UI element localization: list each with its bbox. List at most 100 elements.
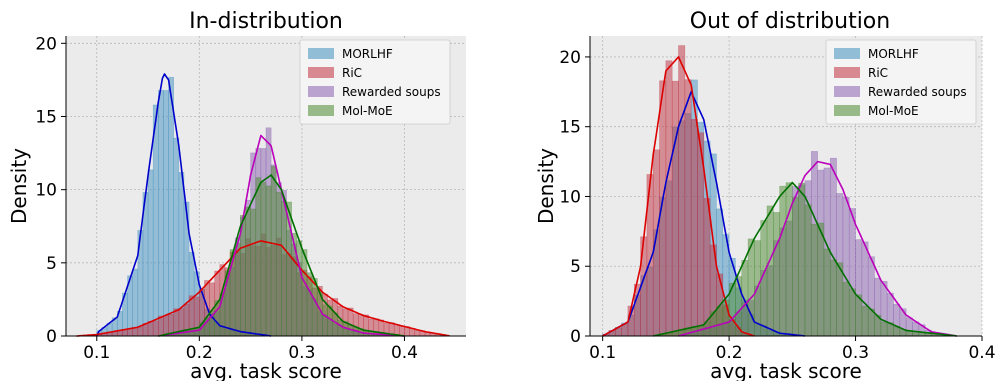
panel-1: 0.1 0.2 0.3 0.4 0 5 10 15 20 In-distribution avg. … [7,9,466,381]
histogram-bar [260,181,267,337]
histogram-bar [409,328,416,337]
histogram-bar [163,314,169,337]
chart-title: In-distribution [189,9,343,34]
histogram-bar [147,321,154,337]
x-axis-label: avg. task score [710,359,862,381]
histogram-bar [193,327,200,337]
histogram-bar [842,281,850,337]
histogram-bar [880,321,888,337]
histogram-bar [291,232,298,337]
legend-swatch [834,48,860,59]
histogram-bar [147,169,154,337]
legend-label: Mol-MoE [868,104,919,118]
legend-swatch [308,67,334,78]
legend-label: MORLHF [342,47,393,61]
histogram-bar [152,104,159,337]
histogram-bar [168,76,174,337]
histogram-bar [684,79,692,337]
panel-2: 0.1 0.2 0.3 0.4 0 5 10 15 20 Out of distribution a… [534,9,996,381]
x-tick-label: 0.2 [716,343,743,363]
chart-title: Out of distribution [690,9,890,34]
histogram-bar [766,205,774,337]
series-bars-ric [602,45,755,337]
y-axis-label: Density [7,148,31,224]
kde-line-morlhf [96,73,272,337]
kde-line-rewarded-soups [678,160,957,337]
histogram-bar [741,259,749,337]
histogram-bar [234,243,241,337]
y-tick-label: 15 [559,118,581,138]
histogram-bar [773,212,780,337]
kde-line-mol-moe [653,181,957,337]
legend-swatch [308,105,334,116]
x-tick-label: 0.4 [968,343,995,363]
series-bars-mol-moe [652,182,951,337]
y-tick-label: 10 [559,187,581,207]
kde-line-ric [602,56,755,337]
histogram-bar [245,206,251,337]
histogram-bar [671,80,679,337]
histogram-bar [270,165,277,337]
legend-swatch [308,48,334,59]
histogram-bar [296,240,303,337]
y-tick-label: 5 [570,257,581,277]
histogram-bar [855,294,863,337]
legend-swatch [308,86,334,97]
legend-box [299,39,451,125]
histogram-bar [188,328,195,337]
histogram-bar [158,90,164,337]
histogram-bar [311,278,318,337]
histogram-bar [250,208,257,337]
histogram-bar [848,288,856,337]
y-axis-label: Density [534,148,558,224]
histogram-bar [332,312,339,337]
histogram-bar [703,198,711,337]
histogram-bar [804,204,812,337]
histogram-bar [823,248,831,337]
histogram-bar [173,137,180,337]
histogram-bar [137,326,144,337]
x-tick-label: 0.2 [186,343,213,363]
x-tick-label: 0.1 [83,343,110,363]
x-tick-label: 0.1 [589,343,616,363]
legend-label: RiC [342,66,362,80]
histogram-bar [798,182,806,337]
histogram-bar [122,329,128,337]
kde-line-ric [76,240,450,337]
x-tick-label: 0.3 [288,343,315,363]
histogram-bar [275,191,282,337]
series-bars-mol-moe [163,165,400,337]
legend: MORLHF RiC Rewarded soups Mol-MoE [299,39,451,125]
histogram-bar [337,319,344,337]
histogram-bar [301,249,308,337]
legend-label: Rewarded soups [342,85,441,99]
histogram-bar [158,315,164,337]
histogram-bar [810,223,818,337]
histogram-bar [779,185,787,337]
histogram-bar [306,272,313,337]
y-tick-label: 5 [46,254,57,274]
kde-line-morlhf [602,91,806,337]
y-tick-label: 20 [559,48,581,68]
legend-label: MORLHF [868,47,919,61]
y-tick-label: 10 [35,181,57,201]
histogram-bar [281,200,287,337]
legend-swatch [834,105,860,116]
kde-line-mol-moe [158,174,405,337]
y-tick-label: 20 [35,34,57,54]
histogram-bar [836,262,844,337]
histogram-bar [132,268,139,337]
histogram-bar [817,222,825,337]
histogram-bar [716,306,724,337]
legend-label: Rewarded soups [868,85,967,99]
histogram-bar [861,305,869,337]
histogram-bar [152,320,159,337]
histogram-bar [678,45,686,337]
y-tick-label: 15 [35,107,57,127]
x-tick-label: 0.3 [842,343,869,363]
histogram-bar [265,185,272,337]
legend-swatch [834,67,860,78]
histogram-bar [163,90,169,337]
x-axis-label: avg. task score [190,359,342,381]
